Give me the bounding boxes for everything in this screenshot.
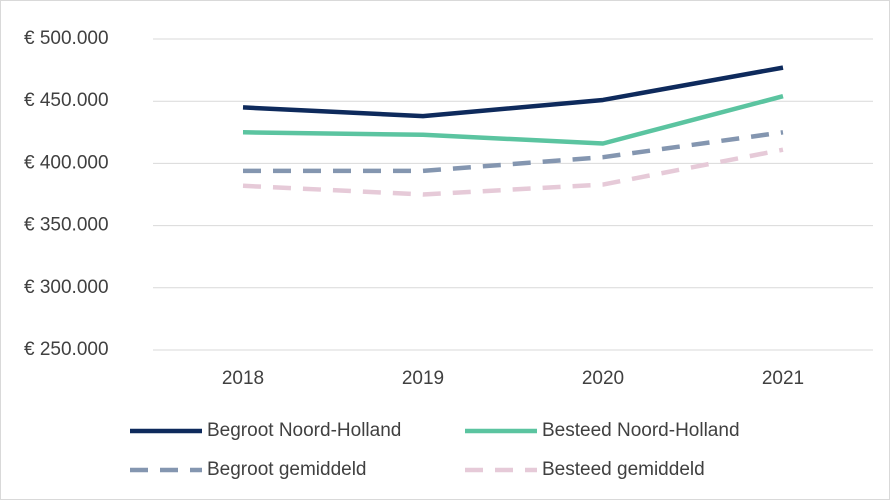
y-tick-label: € 250.000: [24, 339, 109, 360]
x-tick-label: 2020: [582, 368, 624, 389]
legend-label: Besteed gemiddeld: [542, 459, 705, 480]
y-tick-label: € 500.000: [24, 28, 109, 49]
legend-label: Besteed Noord-Holland: [542, 420, 740, 441]
line-series: [243, 130, 784, 174]
y-tick-label: € 300.000: [24, 277, 109, 298]
y-tick-label: € 400.000: [24, 152, 109, 173]
line-series: [242, 94, 784, 146]
legend-label: Begroot gemiddeld: [207, 459, 367, 480]
line-series: [242, 147, 784, 197]
y-tick-label: € 450.000: [24, 90, 109, 111]
legend-label: Begroot Noord-Holland: [207, 420, 401, 441]
x-tick-label: 2018: [222, 368, 264, 389]
x-tick-label: 2021: [762, 368, 804, 389]
line-series: [242, 65, 784, 119]
y-tick-label: € 350.000: [24, 215, 109, 236]
x-tick-label: 2019: [402, 368, 444, 389]
